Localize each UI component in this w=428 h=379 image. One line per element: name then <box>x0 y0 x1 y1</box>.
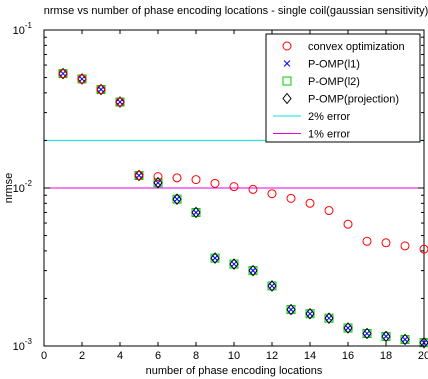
data-points <box>58 67 428 349</box>
chart-title: nrmse vs number of phase encoding locati… <box>44 5 428 17</box>
data-point <box>400 241 410 251</box>
y-tick-base: 10 <box>13 341 25 353</box>
data-point <box>248 184 258 194</box>
data-point <box>97 86 105 93</box>
data-point <box>381 330 391 343</box>
data-point <box>116 98 124 106</box>
legend-marker <box>282 76 292 86</box>
x-tick-label: 18 <box>380 350 392 362</box>
data-point <box>306 310 314 318</box>
data-point <box>344 324 352 332</box>
y-tick-exponent: -3 <box>25 337 33 346</box>
data-point <box>211 254 219 262</box>
y-axis-ticks: 10-110-210-3 <box>13 21 424 353</box>
data-point <box>249 267 257 274</box>
legend-label: P-OMP(l1) <box>308 59 360 71</box>
data-point <box>382 333 390 340</box>
data-point <box>248 264 258 277</box>
data-point <box>153 172 163 182</box>
data-point <box>134 170 144 180</box>
y-axis-label: nrmse <box>3 173 15 204</box>
data-point <box>343 322 353 334</box>
data-point <box>210 178 220 188</box>
data-point <box>362 236 372 246</box>
data-point <box>287 306 295 313</box>
data-point <box>305 307 315 320</box>
x-tick-label: 10 <box>228 350 240 362</box>
data-point <box>154 179 162 187</box>
x-tick-label: 0 <box>41 350 47 362</box>
x-tick-label: 16 <box>342 350 354 362</box>
legend-label: convex optimization <box>308 41 405 53</box>
x-axis-ticks: 0 2 4 6 8 10 12 14 16 18 20 <box>41 30 428 362</box>
data-point <box>325 314 333 322</box>
data-point <box>286 303 296 316</box>
data-point <box>267 189 277 199</box>
y-tick-base: 10 <box>13 183 25 195</box>
y-tick-base: 10 <box>13 25 25 37</box>
y-tick-label: 10-2 <box>13 179 33 195</box>
y-tick-exponent: -2 <box>25 179 33 188</box>
data-point <box>362 327 372 340</box>
legend-marker <box>283 60 291 67</box>
data-point <box>268 282 276 290</box>
y-tick-label: 10-3 <box>13 337 33 353</box>
legend-label: 2% error <box>308 111 351 123</box>
data-point <box>172 173 182 183</box>
data-point <box>305 198 315 208</box>
data-point <box>192 209 200 216</box>
data-point <box>77 74 87 84</box>
data-point <box>401 336 409 343</box>
data-point <box>191 206 201 219</box>
data-point <box>229 182 239 192</box>
legend-marker <box>282 41 292 51</box>
x-tick-label: 4 <box>117 350 123 362</box>
x-axis-label: number of phase encoding locations <box>146 365 323 377</box>
legend-box <box>265 33 421 143</box>
x-tick-label: 20 <box>418 350 428 362</box>
data-point <box>59 70 67 77</box>
legend-label: P-OMP(l2) <box>308 76 360 88</box>
x-tick-label: 14 <box>304 350 316 362</box>
data-point <box>153 176 163 189</box>
legend: convex optimization P-OMP(l1) P-OMP(l2) P-O… <box>265 33 421 143</box>
y-tick-exponent: -1 <box>25 21 33 30</box>
data-point <box>173 195 181 203</box>
data-point <box>172 193 182 205</box>
data-point <box>363 330 371 337</box>
data-point <box>210 252 220 264</box>
data-point <box>229 258 239 270</box>
data-point <box>191 175 201 185</box>
data-point <box>400 333 410 346</box>
data-point <box>135 172 143 179</box>
data-point <box>78 75 86 83</box>
y-tick-label: 10-1 <box>13 21 33 37</box>
data-point <box>267 280 277 292</box>
x-tick-label: 8 <box>193 350 199 362</box>
data-point <box>324 312 334 324</box>
data-point <box>77 73 87 85</box>
data-point <box>286 193 296 203</box>
data-point <box>115 97 125 107</box>
data-point <box>230 260 238 268</box>
data-point <box>96 85 106 95</box>
data-point <box>96 83 106 96</box>
data-point <box>419 244 428 254</box>
data-point <box>381 238 391 248</box>
data-point <box>58 67 68 80</box>
data-point <box>343 219 353 229</box>
data-point <box>115 96 125 108</box>
data-point <box>58 69 68 79</box>
legend-label: 1% error <box>308 129 351 141</box>
data-point <box>419 336 428 349</box>
data-point <box>324 206 334 216</box>
data-point <box>134 169 144 182</box>
x-tick-label: 6 <box>155 350 161 362</box>
legend-label: P-OMP(projection) <box>308 94 399 106</box>
x-tick-label: 2 <box>79 350 85 362</box>
x-tick-label: 12 <box>266 350 278 362</box>
legend-marker <box>282 92 292 105</box>
